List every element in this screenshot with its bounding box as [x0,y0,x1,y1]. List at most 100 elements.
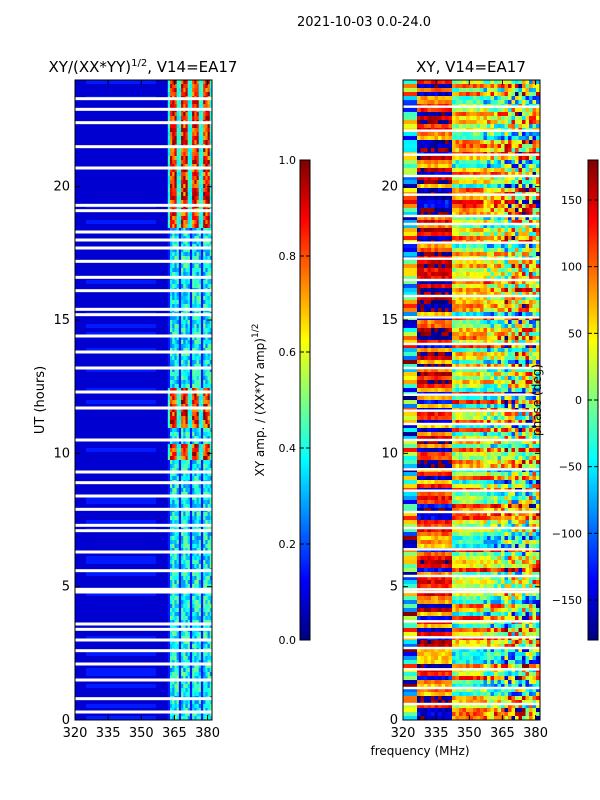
phase-cell [522,180,526,185]
phase-cell [536,204,540,209]
amplitude-cell [196,512,200,517]
phase-cell [515,212,519,217]
phase-cell [525,200,530,205]
amplitude-cell [170,216,173,221]
amplitude-cell [176,624,180,629]
amplitude-cell [203,156,206,161]
amplitude-cell [181,368,184,373]
phase-cell [515,196,519,201]
amplitude-cell [198,492,202,497]
amplitude-cell [203,676,206,681]
amplitude-cell [203,268,206,273]
phase-cell [494,100,498,105]
phase-cell [494,212,498,217]
amplitude-cell [174,540,178,545]
amplitude-cell [176,100,180,105]
amplitude-cell [167,384,171,389]
amplitude-cell [181,140,184,145]
phase-cell [522,164,526,169]
phase-cell [487,120,491,125]
phase-cell [445,124,449,129]
amplitude-cell [209,468,212,473]
phase-cell [420,176,425,181]
phase-cell [469,140,474,145]
amplitude-cell [178,636,182,641]
phase-cell [490,168,495,173]
phase-cell [476,92,481,97]
phase-cell [525,132,530,137]
phase-cell [529,144,533,149]
amplitude-cell [183,428,186,433]
amplitude-cell [207,596,211,601]
phase-cell [490,176,495,181]
amplitude-cell [200,676,204,681]
amplitude-cell [192,216,195,221]
amplitude-cell [205,492,209,497]
amplitude-cell [187,220,191,225]
phase-cell [480,228,484,233]
amplitude-cell [185,452,189,457]
amplitude-cell [189,580,193,585]
amplitude-cell [196,412,200,417]
phase-cell [487,160,491,165]
amplitude-cell [200,104,204,109]
amplitude-cell [205,504,209,509]
amplitude-cell [183,172,186,177]
phase-cell [511,164,516,169]
amplitude-cell [207,616,211,621]
amplitude-cell [167,440,171,445]
amplitude-cell [170,172,173,177]
phase-cell [536,228,540,233]
amplitude-cell [192,160,195,165]
amplitude-cell [176,436,180,441]
amplitude-cell [167,416,171,421]
phase-cell [511,168,516,173]
amplitude-cell [196,92,200,97]
phase-cell [417,220,421,225]
amplitude-cell [178,160,182,165]
amplitude-cell [203,436,206,441]
amplitude-cell [200,708,204,713]
amplitude-cell [181,256,184,261]
amplitude-cell [172,124,175,129]
amplitude-cell [189,400,193,405]
amplitude-cell [196,624,200,629]
amplitude-cell [172,468,175,473]
amplitude-cell [194,320,198,325]
amplitude-cell [192,564,195,569]
amplitude-cell [198,248,202,253]
phase-cell [469,88,474,93]
amplitude-cell [189,236,193,241]
amplitude-cell [203,608,206,613]
phase-cell [483,148,488,153]
phase-cell [494,216,498,221]
phase-cell [455,88,460,93]
amplitude-cell [167,652,171,657]
amplitude-cell [209,596,212,601]
phase-cell [504,196,509,201]
phase-cell [536,168,540,173]
amplitude-cell [174,544,178,549]
amplitude-cell [172,544,175,549]
amplitude-cell [167,456,171,461]
phase-cell [434,156,439,161]
phase-cell [417,236,421,241]
amplitude-cell [200,664,204,669]
amplitude-cell [185,424,189,429]
amplitude-cell [178,372,182,377]
phase-cell [511,188,516,193]
amplitude-cell [183,376,186,381]
phase-cell [487,92,491,97]
phase-cell [459,148,463,153]
amplitude-cell [209,620,212,625]
amplitude-cell [167,676,171,681]
amplitude-cell [172,384,175,389]
amplitude-cell [187,100,191,105]
amplitude-cell [189,440,193,445]
phase-cell [497,212,502,217]
amplitude-cell [189,436,193,441]
amplitude-cell [174,484,178,489]
amplitude-cell [167,380,171,385]
phase-cell [473,180,477,185]
amplitude-cell [185,128,189,133]
